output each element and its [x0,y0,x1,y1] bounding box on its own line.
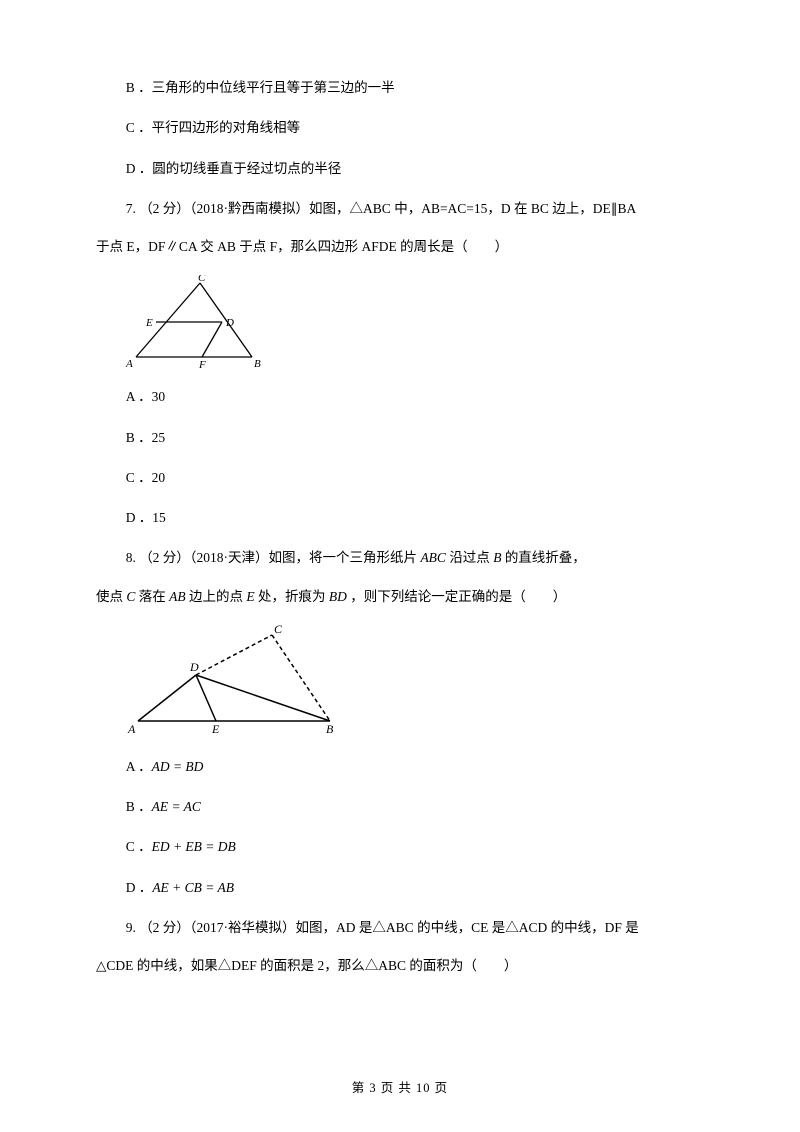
q7-figure: A B C E D F [124,275,704,369]
q8-ab: AB [169,589,186,604]
q8-s7: 处，折痕为 [255,589,329,604]
q8-oc-math: ED + EB = DB [152,839,236,854]
page-content: B ．三角形的中位线平行且等于第三边的一半 C ．平行四边形的对角线相等 D ．… [0,0,800,976]
q8-fold-diagram: A B C D E [124,625,342,735]
q8-s3: 的直线折叠， [501,550,585,565]
q9-stem-line2: △CDE 的中线，如果△DEF 的面积是 2，那么△ABC 的面积为（ ） [96,956,704,976]
svg-text:C: C [274,625,283,636]
q9-stem-line1: 9. （2 分）（2017·裕华模拟）如图，AD 是△ABC 的中线，CE 是△… [96,918,704,938]
q8-e: E [246,589,254,604]
q8-od-math: AE + CB = AB [152,880,234,895]
q8-s5: 落在 [135,589,169,604]
page-footer: 第 3 页 共 10 页 [0,1077,800,1096]
q8-option-c: C ．ED + EB = DB [96,837,704,857]
q7-option-c: C ．20 [96,468,704,488]
q8-ob-math: AE = AC [152,799,201,814]
q8-stem-line1: 8. （2 分）（2018·天津）如图，将一个三角形纸片 ABC 沿过点 B 的… [96,548,704,568]
svg-text:A: A [125,358,133,369]
svg-text:D: D [189,660,199,674]
q8-abc: ABC [420,550,446,565]
prev-option-d: D ．圆的切线垂直于经过切点的半径 [96,159,704,179]
q8-s4: 使点 [96,589,126,604]
prev-option-b: B ．三角形的中位线平行且等于第三边的一半 [96,78,704,98]
q8-oa-math: AD = BD [152,759,204,774]
prev-option-c: C ．平行四边形的对角线相等 [96,118,704,138]
q8-option-d: D ．AE + CB = AB [96,878,704,898]
svg-text:B: B [254,358,261,369]
q8-stem-line2: 使点 C 落在 AB 边上的点 E 处，折痕为 BD ，则下列结论一定正确的是（… [96,587,704,607]
q7-option-a: A ．30 [96,387,704,407]
q7-stem-line1: 7. （2 分）（2018·黔西南模拟）如图，△ABC 中，AB=AC=15，D… [96,199,704,219]
svg-text:D: D [225,317,234,329]
q8-bd: BD [329,589,347,604]
svg-text:F: F [198,359,206,369]
q8-ob-prefix: B ． [126,799,152,814]
q8-od-prefix: D ． [126,880,153,895]
svg-text:B: B [326,722,334,735]
q8-option-b: B ．AE = AC [96,797,704,817]
q8-s6: 边上的点 [186,589,247,604]
q7-stem-line2: 于点 E，DF∥CA 交 AB 于点 F，那么四边形 AFDE 的周长是（ ） [96,237,704,257]
q8-oc-prefix: C ． [126,839,152,854]
svg-text:E: E [145,317,153,329]
q8-option-a: A ．AD = BD [96,757,704,777]
q8-s2: 沿过点 [446,550,493,565]
q8-s1: 8. （2 分）（2018·天津）如图，将一个三角形纸片 [126,550,421,565]
q7-option-d: D ．15 [96,508,704,528]
svg-text:E: E [211,722,220,735]
q8-oa-prefix: A ． [126,759,152,774]
svg-text:C: C [198,275,206,284]
q8-figure: A B C D E [124,625,704,735]
svg-text:A: A [127,722,136,735]
q7-option-b: B ．25 [96,428,704,448]
q7-triangle-diagram: A B C E D F [124,275,266,369]
q8-s8: ，则下列结论一定正确的是（ ） [347,589,566,604]
